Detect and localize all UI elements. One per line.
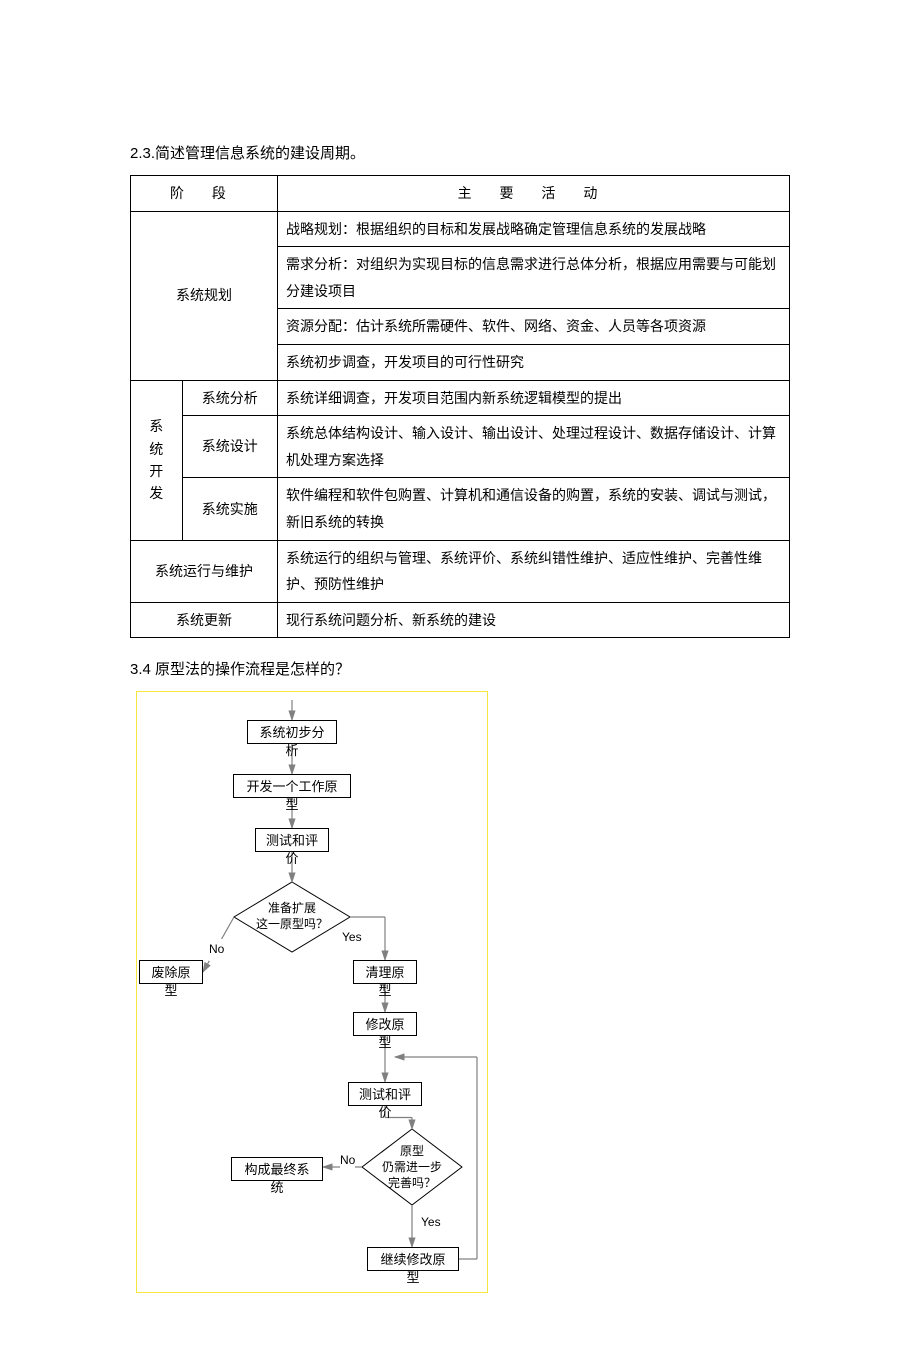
update-text: 现行系统问题分析、新系统的建设: [278, 602, 790, 638]
flow-label-no-2: No: [340, 1150, 355, 1172]
lifecycle-table: 阶 段 主 要 活 动 系统规划 战略规划：根据组织的目标和发展战略确定管理信息…: [130, 175, 790, 638]
run-text: 系统运行的组织与管理、系统评价、系统纠错性维护、适应性维护、完善性维护、预防性维…: [278, 540, 790, 602]
phase-dev-label: 系 统 开 发: [131, 380, 183, 540]
sub-design-label: 系统设计: [182, 416, 277, 478]
phase-update-label: 系统更新: [131, 602, 278, 638]
header-activity: 主 要 活 动: [278, 176, 790, 212]
impl-text: 软件编程和软件包购置、计算机和通信设备的购置，系统的安装、调试与测试，新旧系统的…: [278, 478, 790, 540]
analysis-text: 系统详细调查，开发项目范围内新系统逻辑模型的提出: [278, 380, 790, 416]
table-row: 系统规划 战略规划：根据组织的目标和发展战略确定管理信息系统的发展战略: [131, 211, 790, 247]
plan-row-2: 需求分析：对组织为实现目标的信息需求进行总体分析，根据应用需要与可能划分建设项目: [278, 247, 790, 309]
design-text: 系统总体结构设计、输入设计、输出设计、处理过程设计、数据存储设计、计算机处理方案…: [278, 416, 790, 478]
plan-row-4: 系统初步调查，开发项目的可行性研究: [278, 344, 790, 380]
flow-label-no-1: No: [209, 939, 224, 961]
table-row: 系统运行与维护 系统运行的组织与管理、系统评价、系统纠错性维护、适应性维护、完善…: [131, 540, 790, 602]
flow-node-discard: 废除原型: [139, 960, 203, 984]
flow-label-yes-1: Yes: [342, 927, 362, 949]
phase-run-label: 系统运行与维护: [131, 540, 278, 602]
table-row: 系统实施 软件编程和软件包购置、计算机和通信设备的购置，系统的安装、调试与测试，…: [131, 478, 790, 540]
flow-node-test-eval-1: 测试和评价: [255, 828, 329, 852]
sub-analysis-label: 系统分析: [182, 380, 277, 416]
table-row: 系 统 开 发 系统分析 系统详细调查，开发项目范围内新系统逻辑模型的提出: [131, 380, 790, 416]
flow-node-final-system: 构成最终系统: [231, 1157, 323, 1181]
flow-node-initial-analysis: 系统初步分析: [247, 720, 337, 744]
flow-node-continue-modify: 继续修改原型: [367, 1247, 459, 1271]
flow-node-test-eval-2: 测试和评价: [348, 1082, 422, 1106]
section-2-3-title: 2.3.简述管理信息系统的建设周期。: [130, 140, 790, 167]
table-row: 系统更新 现行系统问题分析、新系统的建设: [131, 602, 790, 638]
flow-node-develop-prototype: 开发一个工作原型: [233, 774, 351, 798]
table-row: 系统设计 系统总体结构设计、输入设计、输出设计、处理过程设计、数据存储设计、计算…: [131, 416, 790, 478]
flow-label-yes-2: Yes: [421, 1212, 441, 1234]
flow-node-clean: 清理原型: [353, 960, 417, 984]
section-3-4-title: 3.4 原型法的操作流程是怎样的？: [130, 656, 790, 683]
header-phase: 阶 段: [131, 176, 278, 212]
flow-node-modify: 修改原型: [353, 1012, 417, 1036]
plan-row-3: 资源分配：估计系统所需硬件、软件、网络、资金、人员等各项资源: [278, 309, 790, 345]
table-header-row: 阶 段 主 要 活 动: [131, 176, 790, 212]
flowchart-container: 系统初步分析开发一个工作原型测试和评价废除原型清理原型修改原型测试和评价构成最终…: [136, 691, 488, 1293]
plan-row-1: 战略规划：根据组织的目标和发展战略确定管理信息系统的发展战略: [278, 211, 790, 247]
sub-impl-label: 系统实施: [182, 478, 277, 540]
phase-plan-label: 系统规划: [131, 211, 278, 380]
